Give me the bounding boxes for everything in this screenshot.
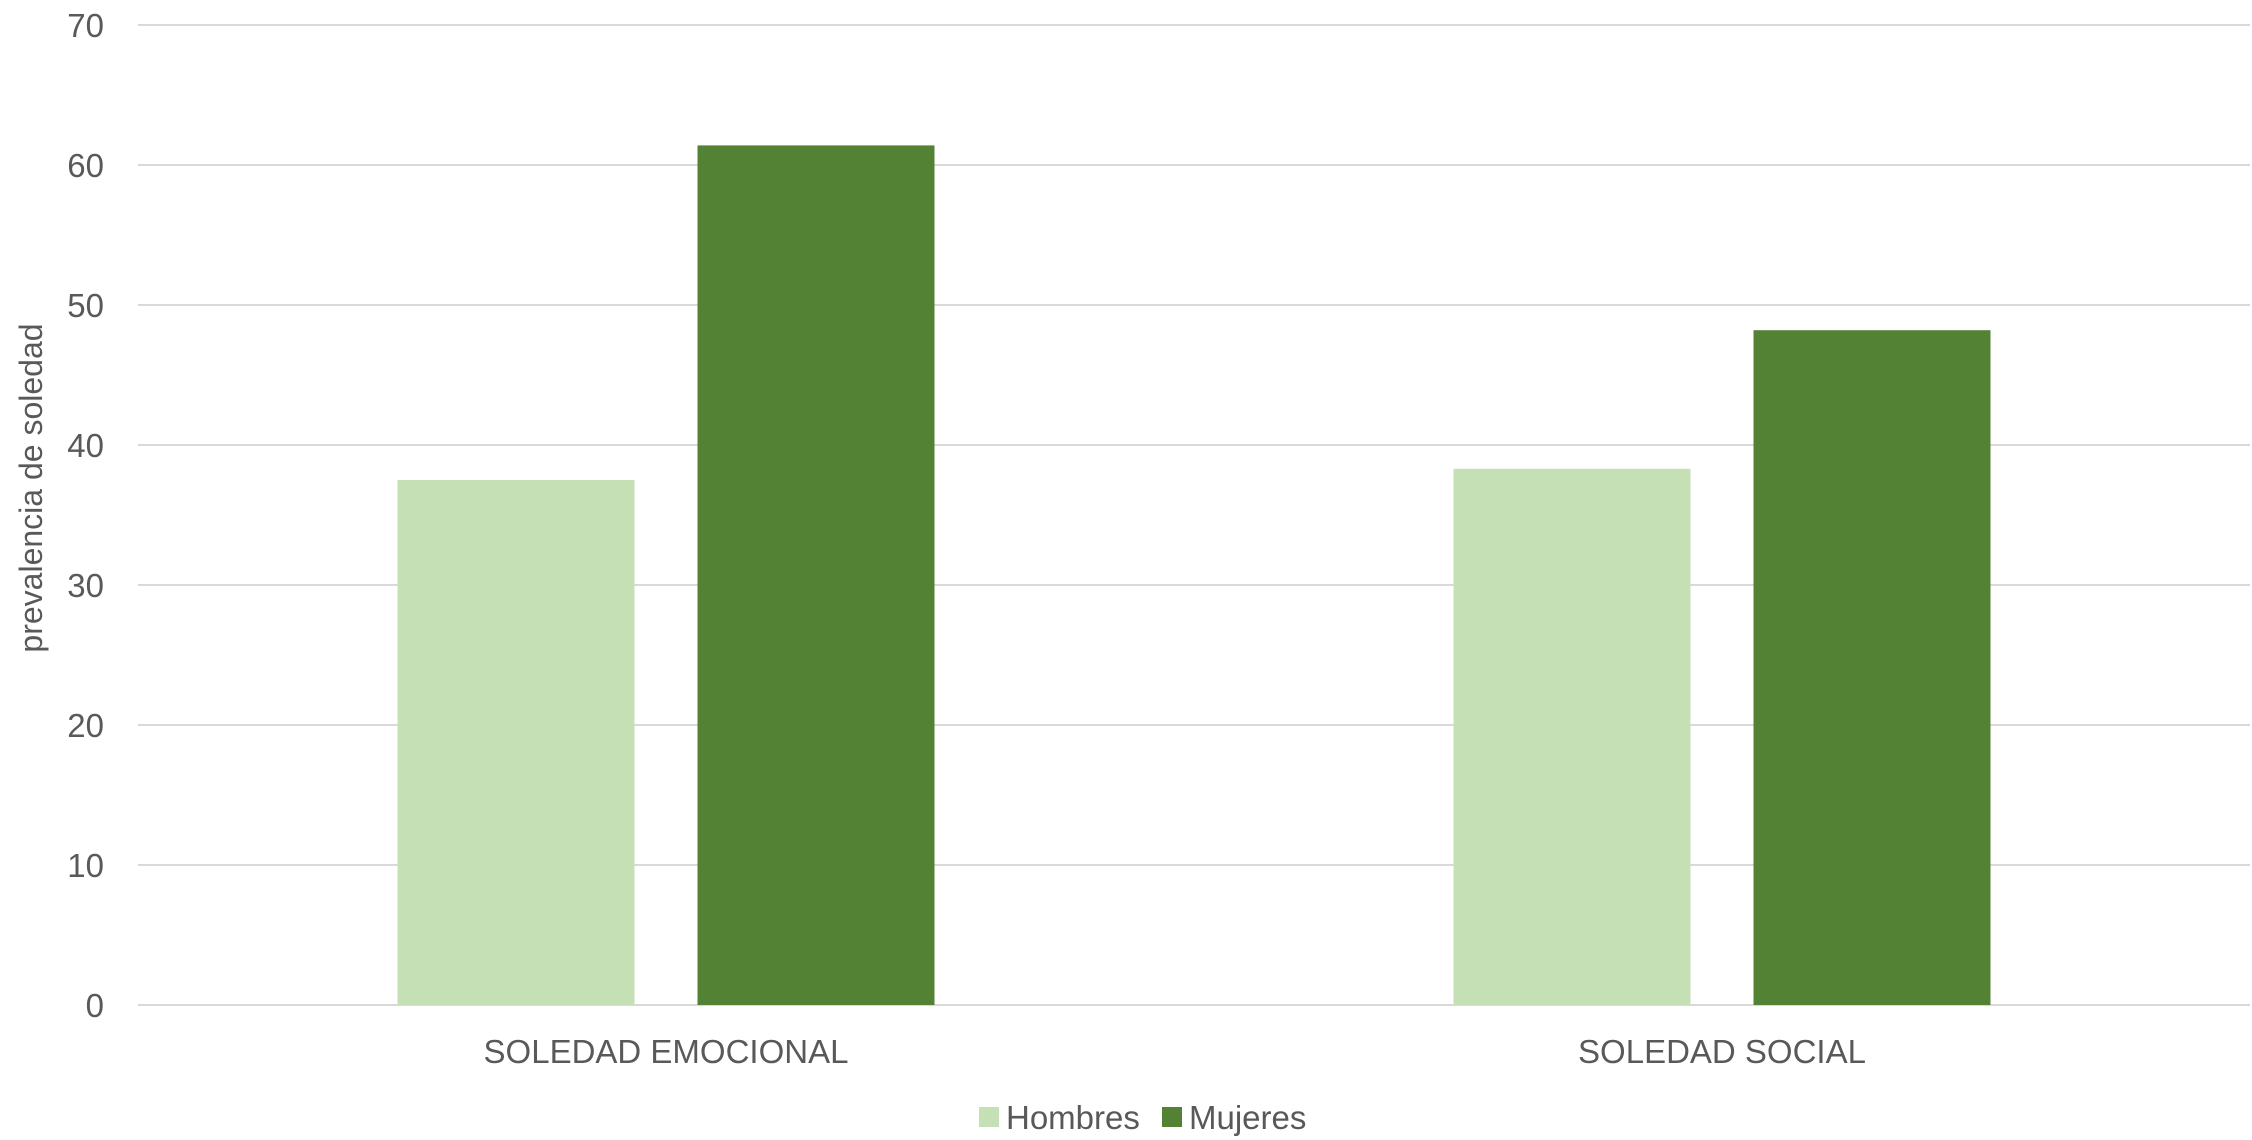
y-tick-label: 30	[67, 567, 104, 604]
bar-hombres-1	[397, 480, 635, 1005]
legend-label-hombres: Hombres	[1006, 1099, 1140, 1136]
y-axis-title: prevalencia de soledad	[13, 323, 49, 652]
x-axis-categories: SOLEDAD EMOCIONAL SOLEDAD SOCIAL	[484, 1033, 1866, 1070]
legend-label-mujeres: Mujeres	[1189, 1099, 1306, 1136]
y-tick-label: 0	[86, 987, 104, 1024]
y-tick-label: 10	[67, 847, 104, 884]
bar-hombres-2	[1453, 468, 1691, 1005]
legend: Hombres Mujeres	[979, 1099, 1306, 1136]
legend-swatch-mujeres	[1162, 1107, 1182, 1127]
y-tick-label: 60	[67, 147, 104, 184]
bar-mujeres-1	[697, 145, 935, 1005]
y-tick-label: 70	[67, 7, 104, 44]
x-category-label: SOLEDAD SOCIAL	[1578, 1033, 1866, 1070]
y-axis-ticks: 0 10 20 30 40 50 60 70	[67, 7, 104, 1024]
bar-mujeres-2	[1753, 330, 1991, 1005]
bars	[397, 145, 1991, 1005]
legend-swatch-hombres	[979, 1107, 999, 1127]
y-tick-label: 40	[67, 427, 104, 464]
y-tick-label: 50	[67, 287, 104, 324]
y-tick-label: 20	[67, 707, 104, 744]
x-category-label: SOLEDAD EMOCIONAL	[484, 1033, 849, 1070]
